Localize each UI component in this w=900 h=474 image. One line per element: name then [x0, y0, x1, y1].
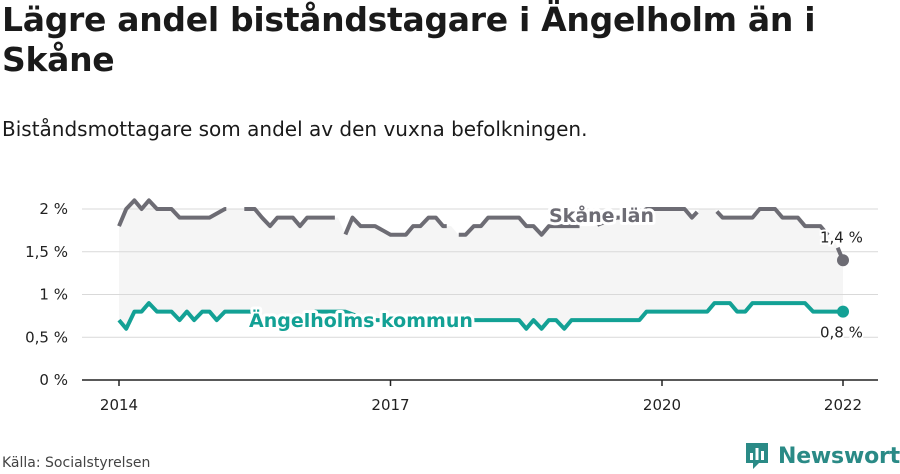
axes: 0 % 0,5 % 1 % 1,5 % 2 % 2014 2017 2020 2022 — [25, 200, 878, 414]
x-tick-label: 2020 — [643, 396, 681, 414]
y-tick-label: 1 % — [39, 286, 68, 304]
y-tick-label: 0 % — [39, 371, 68, 389]
series-line-angelholm — [117, 301, 843, 331]
source-note: Källa: Socialstyrelsen — [2, 455, 151, 471]
series-labels: Skåne län Ängelholms kommun 1,4 % 0,8 % — [246, 200, 865, 344]
series-label-angelholm: Ängelholms kommun — [249, 308, 473, 332]
series-lines — [117, 198, 849, 331]
end-value-skane: 1,4 % — [820, 228, 863, 246]
series-label-skane: Skåne län — [549, 203, 654, 227]
range-band — [119, 200, 843, 329]
series-line-skane — [117, 198, 845, 262]
x-tick-label: 2014 — [100, 396, 138, 414]
chart-title: Lägre andel biståndstagare i Ängelholm ä… — [2, 0, 816, 79]
newsworthy-logo: Newsworthy — [744, 440, 900, 472]
gridlines — [82, 208, 878, 338]
x-tick-label: 2017 — [371, 396, 409, 414]
series-line-skane-end-marker — [837, 254, 849, 267]
y-tick-label: 1,5 % — [25, 243, 68, 261]
chart-subtitle: Biståndsmottagare som andel av den vuxna… — [2, 117, 588, 141]
y-tick-label: 0,5 % — [25, 328, 68, 346]
series-line-angelholm-end-marker — [837, 305, 849, 318]
series-gap-band — [119, 200, 843, 329]
end-value-angelholm: 0,8 % — [820, 324, 863, 342]
brand-name: Newsworthy — [778, 443, 900, 469]
x-tick-label: 2022 — [824, 396, 862, 414]
y-tick-label: 2 % — [39, 200, 68, 218]
newsworthy-logo-icon — [746, 443, 768, 469]
